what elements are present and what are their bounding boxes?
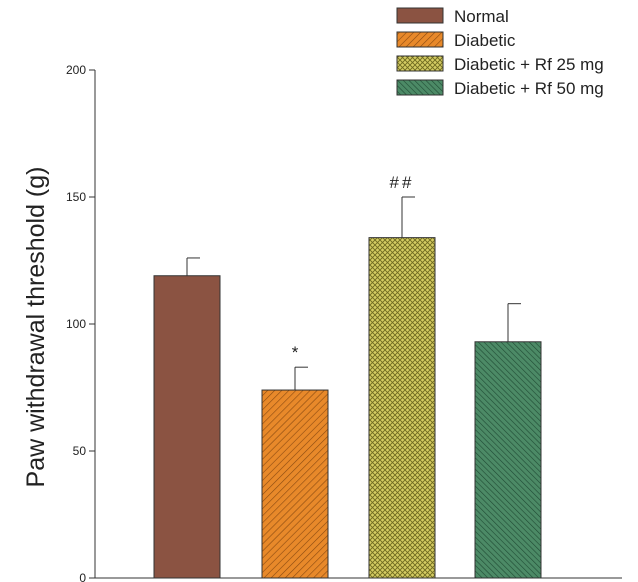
bars: * ##: [153, 173, 542, 579]
legend: Normal Diabetic Diabetic + Rf 25 mg Diabeti…: [396, 7, 604, 98]
y-axis-label: Paw withdrawal threshold (g): [22, 167, 50, 488]
y-tick-label: 200: [66, 63, 86, 77]
significance-marker-1: *: [292, 343, 299, 362]
bar-3: [474, 341, 542, 579]
legend-swatch-3: [396, 79, 444, 96]
y-tick-label: 0: [79, 571, 86, 582]
legend-label-1: Diabetic: [454, 31, 516, 50]
y-ticks: 0 50 100 150 200: [66, 63, 95, 582]
legend-label-3: Diabetic + Rf 50 mg: [454, 79, 604, 98]
bar-0: [153, 275, 221, 579]
legend-label-0: Normal: [454, 7, 509, 26]
bar-2: [368, 237, 436, 579]
legend-swatch-1: [396, 31, 444, 48]
y-tick-label: 50: [73, 444, 87, 458]
y-tick-label: 150: [66, 190, 86, 204]
legend-swatch-0: [396, 7, 444, 24]
legend-label-2: Diabetic + Rf 25 mg: [454, 55, 604, 74]
significance-marker-2: ##: [390, 173, 415, 192]
legend-swatch-2: [396, 55, 444, 72]
bar-1: [261, 389, 329, 579]
y-tick-label: 100: [66, 317, 86, 331]
